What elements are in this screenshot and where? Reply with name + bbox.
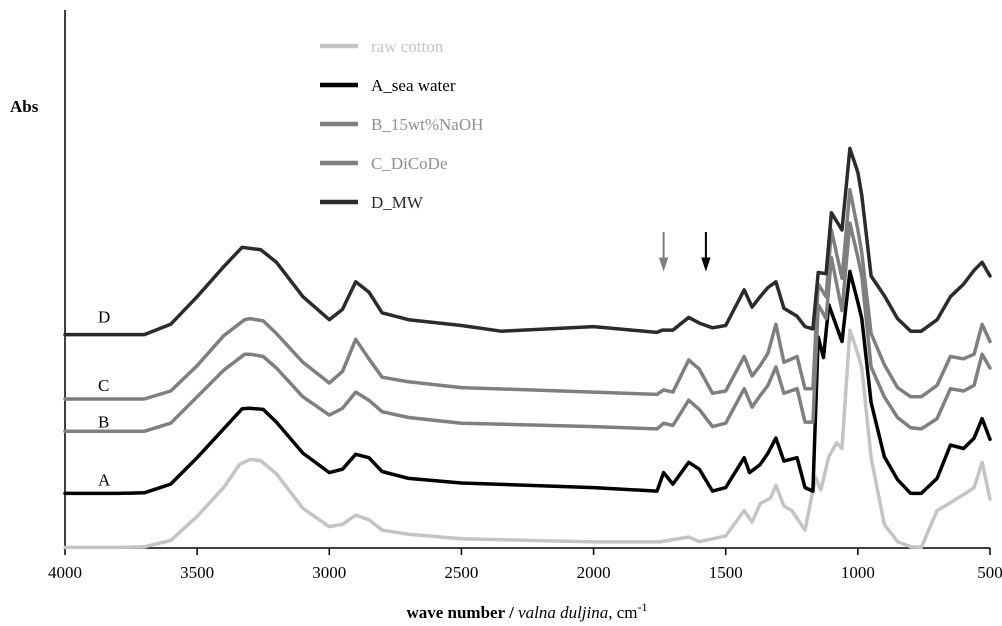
x-axis-title-unit: , cm [608, 603, 637, 622]
x-axis-title-bold: wave number / [406, 603, 518, 622]
legend-label: C_DiCoDe [371, 154, 448, 173]
series-line-raw-cotton [63, 328, 992, 550]
legend-label: B_15wt%NaOH [371, 115, 483, 134]
y-axis-title: Abs [10, 97, 39, 116]
curve-tag-b: B [98, 412, 109, 431]
annotation-layer [658, 232, 711, 272]
legend-label: raw cotton [371, 37, 444, 56]
curve-tag-d: D [98, 308, 110, 327]
plot-frame [64, 10, 990, 549]
x-tick-label: 3000 [312, 563, 346, 582]
legend-label: A_sea water [371, 76, 456, 95]
x-tick-label: 500 [977, 563, 1002, 582]
x-tick-label: 1000 [841, 563, 875, 582]
series-line-c [63, 188, 992, 401]
x-axis-title: wave number / valna duljina, cm-1 [406, 600, 647, 622]
x-tick-label: 1500 [709, 563, 743, 582]
x-tick-label: 2500 [444, 563, 478, 582]
legend-label: D_MW [371, 193, 424, 212]
x-ticks: 4000 3500 3000 2500 2000 1500 1000 500 [48, 548, 1002, 582]
series-line-d [63, 146, 992, 337]
x-tick-label: 3500 [180, 563, 214, 582]
x-tick-label: 4000 [48, 563, 82, 582]
x-axis-title-italic: valna duljina [518, 603, 608, 622]
curve-tags: A BC D [98, 308, 111, 490]
series-line-a [63, 269, 992, 496]
series-layer [63, 146, 992, 550]
annotation-arrow [658, 232, 669, 272]
curve-tag-a: A [98, 470, 111, 489]
curve-tag-c: C [98, 376, 109, 395]
annotation-arrow [701, 232, 711, 272]
legend: raw cotton A_sea water B_15wt%NaOH C_DiCoDe… [320, 37, 483, 212]
x-axis-title-sup: -1 [638, 600, 648, 614]
series-line-b [63, 221, 992, 434]
x-tick-label: 2000 [577, 563, 611, 582]
